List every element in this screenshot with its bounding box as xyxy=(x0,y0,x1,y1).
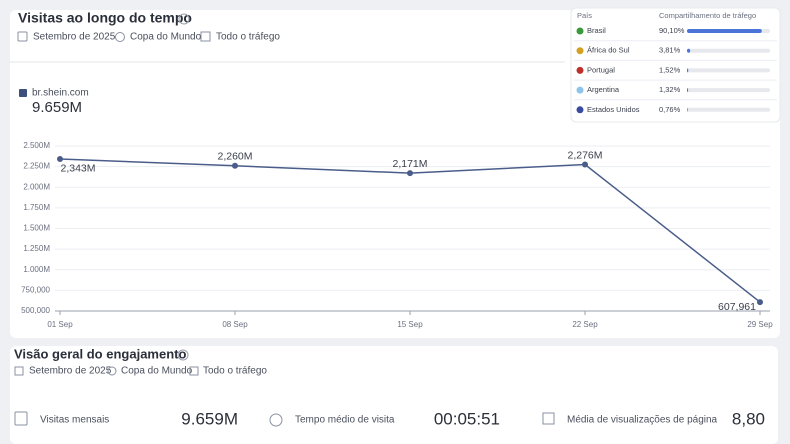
share-label: 90,10% xyxy=(659,26,685,35)
share-label: 1,32% xyxy=(659,85,681,94)
region: Copa do Mundo xyxy=(130,32,202,43)
metric-value: 00:05:51 xyxy=(434,409,500,428)
country-name: Brasil xyxy=(587,26,606,35)
col-header: País xyxy=(577,11,592,20)
metric-value: 8,80 xyxy=(732,409,765,428)
total: 9.659M xyxy=(32,99,82,116)
share-label: 0,76% xyxy=(659,105,681,114)
value-label: 2,276M xyxy=(567,149,602,161)
flag xyxy=(576,27,584,35)
globe-icon xyxy=(115,32,125,42)
region: Copa do Mundo xyxy=(121,366,193,377)
y-tick-label: 2.000M xyxy=(23,182,50,191)
share-bar xyxy=(687,107,688,112)
timer-icon xyxy=(269,413,283,427)
value-label: 2,343M xyxy=(60,163,95,175)
y-tick-label: 1.000M xyxy=(23,265,50,274)
col-header: Compartilhamento de tráfego xyxy=(659,11,756,20)
share-bar xyxy=(687,48,691,53)
legend-label: br.shein.com xyxy=(32,88,89,99)
x-tick-label: 22 Sep xyxy=(572,320,598,329)
x-tick-label: 08 Sep xyxy=(222,320,248,329)
date: Setembro de 2025 xyxy=(29,366,112,377)
y-tick-label: 1.750M xyxy=(23,203,50,212)
traffic-icon xyxy=(200,31,211,42)
country-name: Argentina xyxy=(587,85,620,94)
y-tick-label: 500,000 xyxy=(21,306,50,315)
share-label: 1,52% xyxy=(659,65,681,74)
y-tick-label: 2.500M xyxy=(23,141,50,150)
info-icon[interactable] xyxy=(177,349,189,361)
data-point xyxy=(407,170,413,177)
data-point xyxy=(232,162,238,169)
share-bar xyxy=(687,29,762,33)
value-label: 2,171M xyxy=(392,158,427,170)
value-label: 2,260M xyxy=(217,151,252,163)
flag xyxy=(576,47,584,55)
traffic: Todo o tráfego xyxy=(216,32,280,43)
x-tick-label: 01 Sep xyxy=(47,320,73,329)
globe-icon xyxy=(107,366,117,376)
share-bar xyxy=(687,88,689,93)
share-track xyxy=(687,107,770,112)
engagement-title: Visão geral do engajamento xyxy=(14,346,186,361)
value-label: 607,961 xyxy=(718,301,756,313)
y-tick-label: 1.500M xyxy=(23,224,50,233)
data-point xyxy=(757,299,763,306)
calendar-icon xyxy=(14,366,24,376)
info-icon[interactable] xyxy=(178,13,190,25)
calendar-icon xyxy=(14,411,28,426)
share-track xyxy=(687,48,770,53)
metric-label: Média de visualizações de página xyxy=(567,415,718,426)
flag xyxy=(576,106,584,114)
share-bar xyxy=(687,68,689,73)
metric-value: 9.659M xyxy=(181,409,238,428)
calendar-icon xyxy=(17,31,28,42)
y-tick-label: 750,000 xyxy=(21,285,50,294)
metric-label: Tempo médio de visita xyxy=(295,415,395,426)
data-point xyxy=(582,161,588,168)
date: Setembro de 2025 xyxy=(33,32,116,43)
data-point xyxy=(57,155,63,162)
engagement-panel xyxy=(10,346,778,444)
title: Visitas ao longo do tempo xyxy=(18,10,192,26)
legend-checkbox[interactable] xyxy=(19,89,27,97)
share-track xyxy=(687,68,770,73)
y-tick-label: 2.250M xyxy=(23,162,50,171)
traffic-icon xyxy=(189,366,199,376)
x-tick-label: 29 Sep xyxy=(747,320,773,329)
share-track xyxy=(687,88,770,93)
country-card xyxy=(570,7,781,123)
country-name: África do Sul xyxy=(587,46,630,55)
metric-label: Visitas mensais xyxy=(40,415,109,426)
flag xyxy=(576,66,584,74)
pages-icon xyxy=(542,412,555,425)
country-name: Estados Unidos xyxy=(587,105,640,114)
x-tick-label: 15 Sep xyxy=(397,320,423,329)
traffic: Todo o tráfego xyxy=(203,366,267,377)
y-tick-label: 1.250M xyxy=(23,244,50,253)
country-name: Portugal xyxy=(587,65,615,74)
share-label: 3,81% xyxy=(659,46,681,55)
flag xyxy=(576,86,584,94)
